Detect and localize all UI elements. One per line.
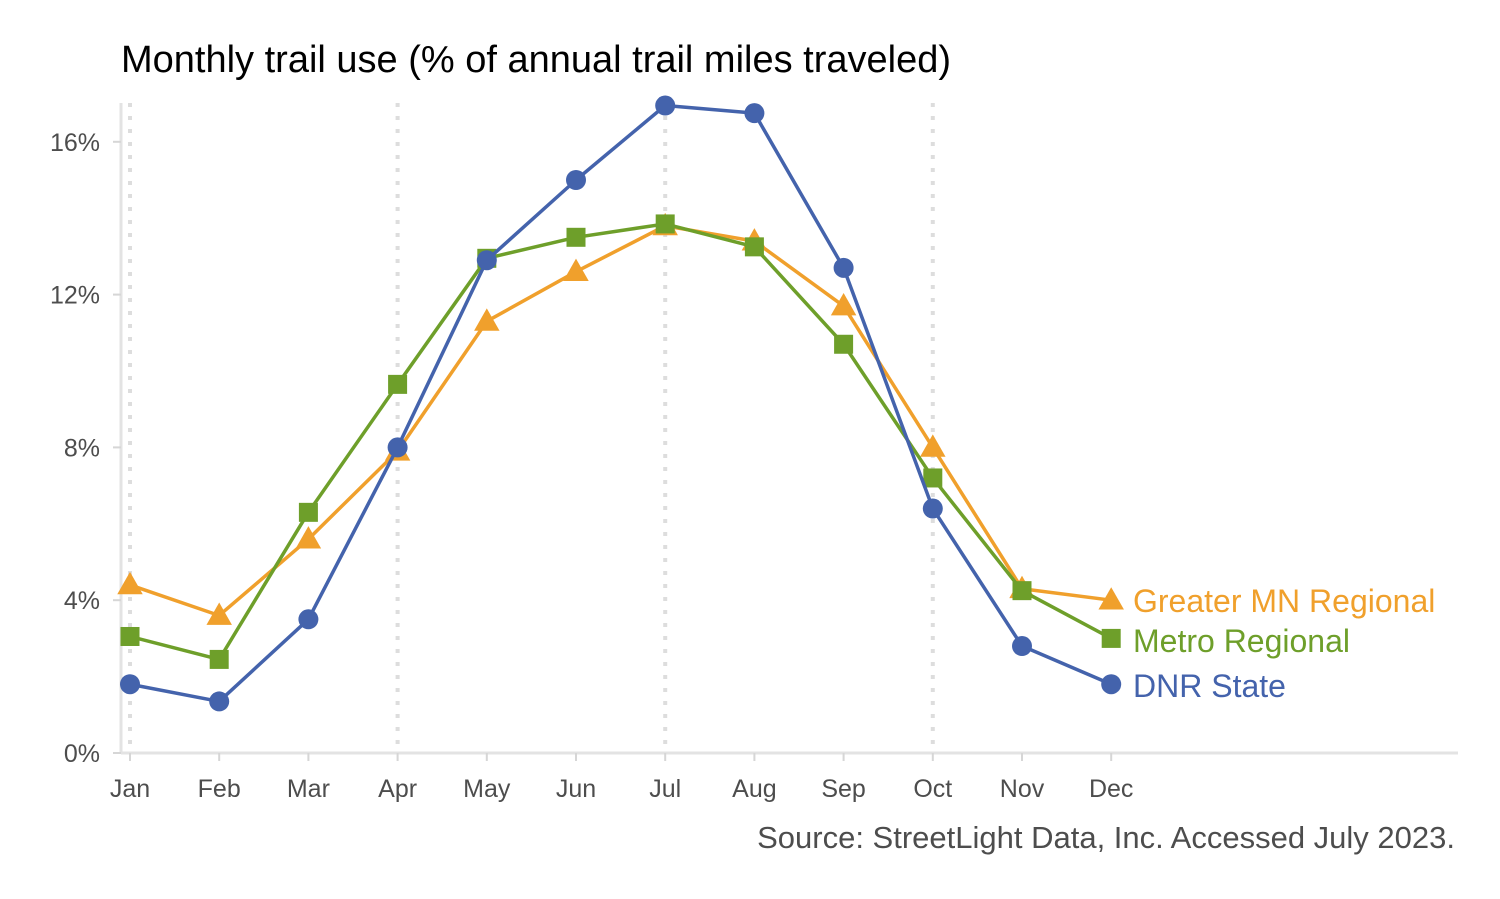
point-metro-regional-feb: [209, 649, 229, 669]
x-tick-label: Sep: [821, 775, 865, 803]
x-tick-label: Nov: [1000, 775, 1045, 803]
y-tick-label: 16%: [50, 129, 100, 157]
point-metro-regional-oct: [923, 468, 943, 488]
x-tick-label: May: [463, 775, 511, 803]
y-tick-label: 8%: [64, 434, 100, 462]
point-dnr-state-oct: [922, 498, 943, 519]
point-greater-mn-regional-jan: [117, 571, 143, 595]
point-metro-regional-mar: [298, 502, 318, 522]
x-tick-label: Jan: [110, 775, 150, 803]
point-dnr-state-jun: [566, 170, 586, 190]
point-metro-regional-aug: [744, 237, 764, 257]
point-dnr-state-aug: [744, 103, 765, 124]
point-dnr-state-dec: [1101, 674, 1122, 695]
point-greater-mn-regional-may: [474, 308, 500, 331]
point-dnr-state-sep: [833, 257, 854, 278]
point-metro-regional-jan: [120, 626, 140, 646]
series-dnr-state: [120, 95, 1122, 712]
point-dnr-state-may: [476, 250, 497, 271]
point-metro-regional-sep: [834, 334, 854, 354]
series-line-dnr-state: [129, 103, 1112, 704]
chart-title: Monthly trail use (% of annual trail mil…: [121, 39, 951, 81]
point-dnr-state-apr: [387, 437, 408, 458]
point-greater-mn-regional-sep: [830, 293, 857, 316]
y-tick-label: 12%: [50, 282, 100, 310]
y-tick-label: 0%: [64, 740, 100, 768]
y-tick-label: 4%: [64, 587, 100, 615]
x-tick-label: Oct: [913, 775, 952, 803]
series-greater-mn-regional: [117, 212, 1124, 625]
point-dnr-state-mar: [298, 609, 319, 630]
point-dnr-state-nov: [1012, 636, 1032, 657]
direct-legend: Greater MN Regional Metro Regional DNR Sta…: [1133, 583, 1435, 704]
x-tick-label: Jun: [556, 775, 596, 803]
x-tick-label: Mar: [287, 775, 330, 803]
point-metro-regional-dec: [1101, 628, 1121, 648]
point-dnr-state-jul: [655, 95, 676, 116]
series-metro-regional: [120, 214, 1121, 669]
point-dnr-state-feb: [209, 691, 230, 712]
source-caption: Source: StreetLight Data, Inc. Accessed …: [757, 820, 1455, 855]
point-greater-mn-regional-jun: [563, 258, 589, 282]
highlight-gridlines: [128, 103, 935, 753]
legend-label-dnr-state: DNR State: [1133, 668, 1286, 704]
point-metro-regional-apr: [388, 374, 408, 394]
x-axis-ticks: Jan Feb Mar Apr May Jun Jul Aug Sep Oct Nov Dec: [110, 753, 1133, 803]
point-greater-mn-regional-feb: [206, 602, 232, 625]
x-tick-label: Aug: [732, 775, 776, 803]
series-line-metro-regional: [129, 222, 1113, 662]
x-tick-label: Feb: [198, 775, 241, 803]
series-lines: [117, 95, 1124, 712]
point-greater-mn-regional-oct: [920, 434, 946, 457]
point-greater-mn-regional-dec: [1098, 587, 1124, 610]
point-metro-regional-nov: [1012, 581, 1032, 601]
series-line-greater-mn-regional: [129, 224, 1112, 618]
legend-label-metro-regional: Metro Regional: [1133, 623, 1350, 659]
y-axis-ticks: 0% 4% 8% 12% 16%: [50, 129, 121, 768]
point-metro-regional-jul: [655, 214, 675, 234]
legend-label-greater-mn-regional: Greater MN Regional: [1133, 583, 1435, 619]
point-dnr-state-jan: [120, 674, 140, 695]
point-metro-regional-jun: [566, 227, 586, 247]
x-tick-label: Apr: [378, 775, 417, 803]
point-greater-mn-regional-mar: [295, 526, 322, 549]
x-tick-label: Jul: [649, 775, 681, 803]
x-tick-label: Dec: [1089, 775, 1133, 803]
